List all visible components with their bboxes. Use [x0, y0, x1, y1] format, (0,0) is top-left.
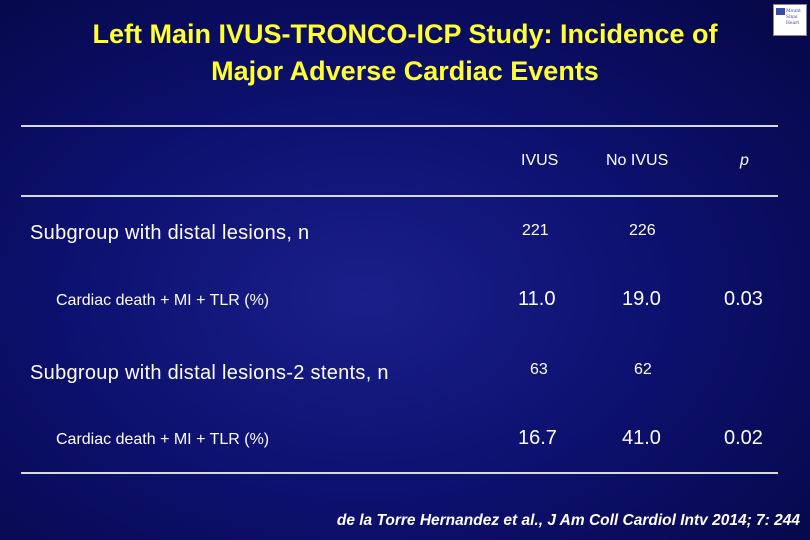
- row-label-mace-2-stents: Cardiac death + MI + TLR (%): [56, 431, 270, 448]
- citation: de la Torre Hernandez et al., J Am Coll …: [336, 512, 800, 529]
- cell-no-ivus-mace-2-stents: 41.0: [622, 427, 661, 449]
- logo-text: Mount Sinai Heart: [786, 9, 801, 26]
- table-bottom-rule: [21, 472, 778, 474]
- header-rule: [21, 195, 778, 197]
- cell-no-ivus-mace-distal: 19.0: [622, 288, 661, 310]
- column-header-ivus: IVUS: [521, 152, 559, 169]
- slide-title-line-2: Major Adverse Cardiac Events: [211, 56, 599, 86]
- slide-title: Left Main IVUS-TRONCO-ICP Study: Inciden…: [0, 16, 810, 90]
- cell-ivus-mace-distal: 11.0: [518, 288, 556, 310]
- column-header-p: p: [740, 152, 749, 169]
- cell-ivus-2-stents-n: 63: [530, 361, 548, 378]
- column-header-no-ivus: No IVUS: [606, 152, 669, 169]
- logo-mark: [776, 8, 785, 15]
- cell-p-mace-distal: 0.03: [724, 288, 763, 310]
- row-label-distal-lesions: Subgroup with distal lesions, n: [30, 222, 310, 244]
- table-top-rule: [21, 125, 778, 127]
- row-label-mace-distal: Cardiac death + MI + TLR (%): [56, 292, 270, 309]
- cell-ivus-mace-2-stents: 16.7: [518, 427, 557, 449]
- cell-ivus-distal-n: 221: [522, 222, 549, 239]
- cell-no-ivus-2-stents-n: 62: [634, 361, 652, 378]
- institution-logo-icon: Mount Sinai Heart: [773, 4, 807, 36]
- cell-p-mace-2-stents: 0.02: [724, 427, 763, 449]
- cell-no-ivus-distal-n: 226: [629, 222, 656, 239]
- slide-title-line-1: Left Main IVUS-TRONCO-ICP Study: Inciden…: [92, 19, 718, 49]
- row-label-distal-2-stents: Subgroup with distal lesions-2 stents, n: [30, 362, 389, 384]
